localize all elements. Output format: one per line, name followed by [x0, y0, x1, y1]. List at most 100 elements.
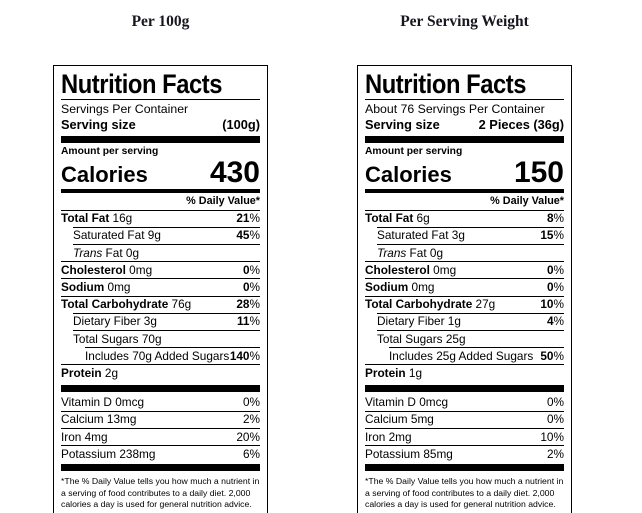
nutrient-row: Total Sugars 25g: [377, 330, 564, 347]
nutrient-daily-value: 10%: [540, 429, 564, 444]
nutrient-row: Protein 2g: [61, 364, 260, 381]
thick-divider: [365, 464, 564, 472]
nutrition-label-per-100g: Nutrition Facts Servings Per Container S…: [53, 65, 268, 513]
nutrient-name: Total Fat 16g: [61, 211, 133, 226]
amount-per-serving-label: Amount per serving: [61, 146, 159, 158]
calories-row: Calories 430: [61, 155, 260, 189]
daily-value-header: % Daily Value*: [490, 194, 564, 207]
nutrient-row: Trans Fat 0g: [377, 244, 564, 261]
footnote: *The % Daily Value tells you how much a …: [365, 476, 564, 510]
nutrient-row: Protein 1g: [365, 364, 564, 381]
serving-size-row: Serving size (100g): [61, 117, 260, 133]
nutrient-daily-value: 45%: [236, 228, 260, 243]
nutrient-name: Saturated Fat 3g: [377, 228, 465, 243]
medium-divider: [365, 188, 564, 193]
nutrition-label-per-serving-weight: Nutrition Facts About 76 Servings Per Co…: [357, 65, 572, 513]
nutrient-name: Calcium 5mg: [365, 412, 434, 427]
nutrient-daily-value: 8%: [546, 211, 564, 226]
serving-size-value: (100g): [222, 117, 260, 133]
vitamin-rows: Vitamin D 0mcg 0% Calcium 13mg 2% Iron 4…: [61, 395, 260, 463]
nutrient-name: Total Sugars 70g: [73, 331, 162, 346]
serving-size-row: Serving size 2 Pieces (36g): [365, 117, 564, 133]
nutrient-name: Saturated Fat 9g: [73, 228, 161, 243]
nutrient-name: Vitamin D 0mcg: [365, 395, 449, 410]
medium-divider: [61, 188, 260, 193]
thick-divider: [61, 384, 260, 392]
nutrient-row: Total Carbohydrate 76g 28%: [61, 295, 260, 313]
nutrient-row: Calcium 5mg 0%: [365, 410, 564, 428]
nutrient-row: Iron 4mg 20%: [61, 428, 260, 445]
nutrient-row: Dietary Fiber 1g 4%: [377, 312, 564, 330]
thick-divider: [61, 464, 260, 472]
nutrient-row: Potassium 85mg 2%: [365, 445, 564, 462]
calories-value: 430: [209, 155, 260, 189]
nutrient-daily-value: 6%: [242, 446, 260, 461]
thick-divider: [365, 384, 564, 392]
nutrient-name: Calcium 13mg: [61, 412, 137, 427]
column-header-per-serving-weight: Per Serving Weight: [400, 13, 529, 30]
nutrient-name: Sodium 0mg: [365, 279, 435, 294]
nutrient-row: Sodium 0mg 0%: [61, 278, 260, 295]
nutrient-daily-value: 0%: [242, 279, 260, 294]
nutrient-name: Includes 25g Added Sugars: [389, 348, 534, 363]
nutrient-daily-value: 20%: [236, 429, 260, 444]
nutrient-row: Total Carbohydrate 27g 10%: [365, 295, 564, 313]
label-title: Nutrition Facts: [365, 69, 527, 99]
nutrient-daily-value: 10%: [540, 297, 564, 312]
nutrient-row: Cholesterol 0mg 0%: [365, 261, 564, 278]
calories-label: Calories: [61, 161, 148, 187]
nutrient-row: Includes 70g Added Sugars 140%: [85, 347, 260, 364]
nutrient-name: Protein 2g: [61, 365, 119, 380]
nutrient-row: Includes 25g Added Sugars 50%: [389, 347, 564, 364]
nutrient-daily-value: 11%: [237, 314, 260, 329]
serving-size-value: 2 Pieces (36g): [478, 117, 564, 133]
nutrient-row: Vitamin D 0mcg 0%: [61, 395, 260, 411]
nutrient-daily-value: 4%: [546, 314, 564, 329]
thick-divider: [365, 136, 564, 144]
nutrient-daily-value: 0%: [242, 262, 260, 277]
nutrient-name: Dietary Fiber 1g: [377, 314, 461, 329]
nutrient-name: Vitamin D 0mcg: [61, 395, 145, 410]
nutrient-rows: Total Fat 16g 21% Saturated Fat 9g 45% T…: [61, 209, 260, 382]
nutrient-name: Iron 4mg: [61, 429, 108, 444]
serving-size-label: Serving size: [61, 117, 136, 133]
nutrient-row: Sodium 0mg 0%: [365, 278, 564, 295]
nutrient-name: Total Fat 6g: [365, 211, 430, 226]
serving-size-label: Serving size: [365, 117, 440, 133]
nutrient-row: Total Sugars 70g: [73, 330, 260, 347]
nutrient-daily-value: 21%: [236, 211, 260, 226]
nutrient-daily-value: 50%: [540, 348, 564, 363]
nutrient-daily-value: 15%: [540, 228, 564, 243]
nutrient-row: Saturated Fat 3g 15%: [377, 226, 564, 244]
nutrient-daily-value: 28%: [236, 297, 260, 312]
nutrient-name: Cholesterol 0mg: [365, 262, 457, 277]
thin-divider: [365, 99, 564, 101]
nutrient-row: Total Fat 6g 8%: [365, 209, 564, 227]
nutrient-row: Trans Fat 0g: [73, 244, 260, 261]
nutrient-name: Dietary Fiber 3g: [73, 314, 157, 329]
nutrient-row: Potassium 238mg 6%: [61, 445, 260, 462]
nutrient-row: Saturated Fat 9g 45%: [73, 226, 260, 244]
servings-per-container: About 76 Servings Per Container: [365, 102, 545, 117]
servings-per-container: Servings Per Container: [61, 102, 189, 117]
nutrient-daily-value: 140%: [229, 348, 260, 363]
nutrient-row: Total Fat 16g 21%: [61, 209, 260, 227]
column-header-per-100g: Per 100g: [131, 13, 190, 30]
nutrient-daily-value: 0%: [242, 395, 260, 410]
nutrient-daily-value: 0%: [546, 395, 564, 410]
column-per-serving-weight: Per Serving Weight Nutrition Facts About…: [357, 13, 572, 513]
calories-row: Calories 150: [365, 155, 564, 189]
nutrient-daily-value: 0%: [546, 279, 564, 294]
nutrient-name: Cholesterol 0mg: [61, 262, 153, 277]
nutrient-name: Includes 70g Added Sugars: [85, 348, 230, 363]
nutrient-rows: Total Fat 6g 8% Saturated Fat 3g 15% Tra…: [365, 209, 564, 382]
nutrient-name: Trans Fat 0g: [377, 245, 444, 260]
column-per-100g: Per 100g Nutrition Facts Servings Per Co…: [53, 13, 268, 513]
nutrient-daily-value: 0%: [546, 412, 564, 427]
calories-value: 150: [513, 155, 564, 189]
nutrient-name: Total Carbohydrate 27g: [365, 297, 496, 312]
nutrient-row: Calcium 13mg 2%: [61, 410, 260, 428]
nutrient-row: Vitamin D 0mcg 0%: [365, 395, 564, 411]
nutrient-name: Trans Fat 0g: [73, 245, 140, 260]
